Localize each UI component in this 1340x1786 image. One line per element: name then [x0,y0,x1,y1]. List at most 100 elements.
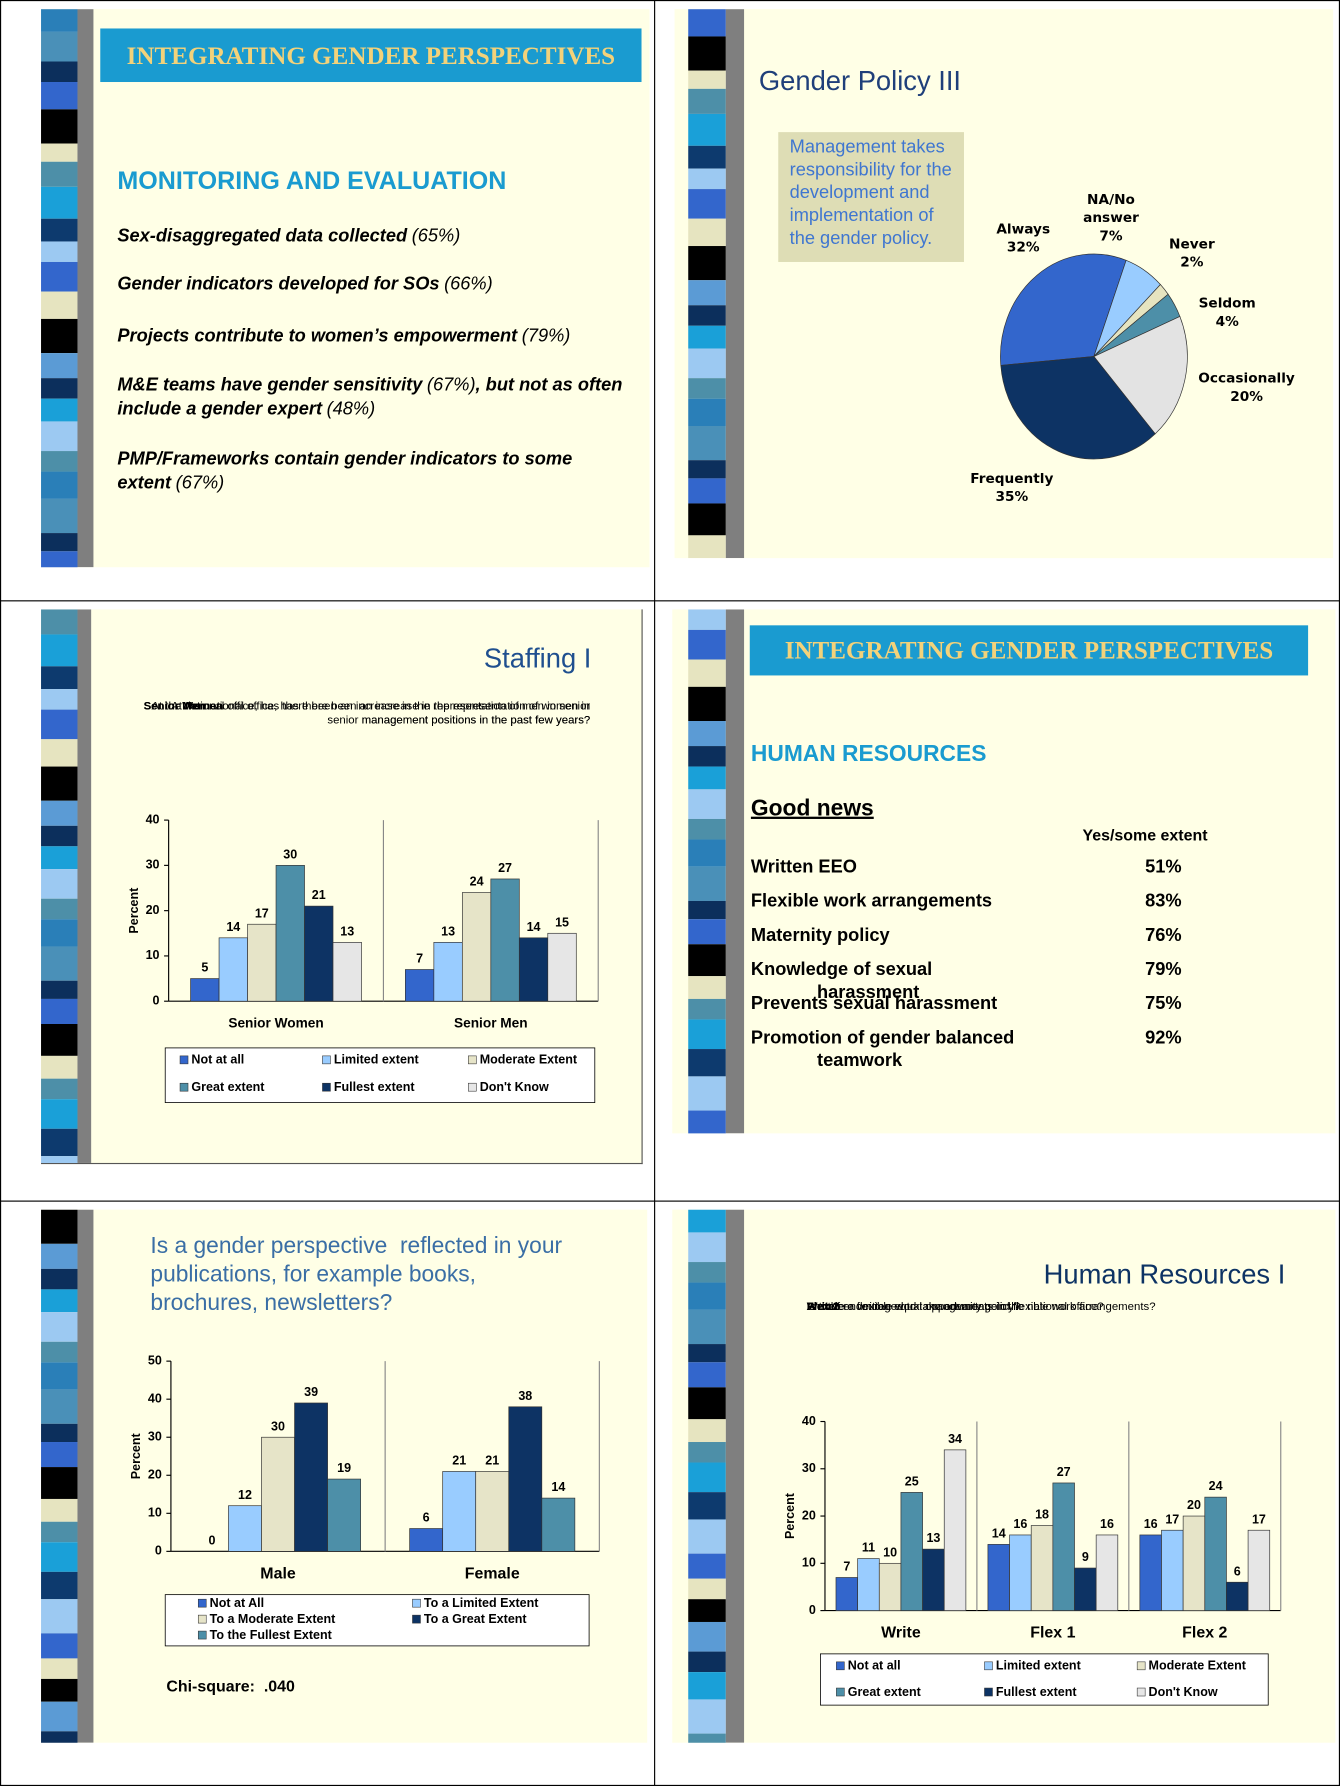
bar [1052,1482,1075,1611]
question-name: Flex 1 [806,1300,840,1314]
slide-title: Gender Policy III [758,66,962,97]
side-bar [77,609,92,1163]
stripe-segment [688,1232,726,1263]
stripe [41,609,78,1163]
stripe-segment [688,1599,726,1622]
pie-label: Never 2% [1158,235,1226,271]
legend-label: Fullest extent [334,1080,416,1094]
bar [475,1471,510,1552]
bar [1204,1496,1227,1611]
bar [1030,1525,1054,1611]
legend-label: Moderate Extent [480,1053,578,1067]
value-label: 17 [1252,1512,1266,1526]
legend-label: To a Moderate Extent [210,1612,336,1626]
stripe-segment [41,1312,78,1342]
stripe-segment [688,1387,726,1420]
bar [857,1558,880,1611]
pie-slice [1000,356,1156,460]
value-label: 30 [283,847,297,861]
stripe-segment [41,143,78,162]
stripe-segment [688,1019,726,1050]
stripe-segment [688,1309,726,1345]
stripe-segment [688,1492,726,1520]
value-label: 17 [1165,1512,1179,1526]
stripe-segment [41,1498,78,1522]
stripe-segment [688,88,726,114]
value-label: 15 [555,915,569,929]
stripe-segment [41,551,78,568]
stripe-segment [41,1678,78,1702]
value-label: 14 [551,1480,565,1494]
y-tick-label: 40 [802,1414,816,1428]
stripe-segment [688,1672,726,1700]
legend-box [164,1594,590,1647]
stripe-segment [688,145,726,169]
value-label: 21 [452,1454,466,1468]
bar [1182,1515,1206,1611]
value-label: 0 [208,1533,215,1547]
stripe-segment [688,189,726,219]
stripe-segment [41,421,78,452]
stripe-segment [688,1282,726,1310]
banner: INTEGRATING GENDER PERSPECTIVES [100,28,642,83]
stripe-segment [41,800,78,826]
stripe-segment [41,1156,78,1163]
stripe-segment [41,451,78,472]
value-label: 19 [337,1461,351,1475]
row-value: 51% [1145,857,1182,878]
stripe-segment [41,1658,78,1679]
stripe-segment [688,1110,726,1134]
slide: Is a gender perspective reflected in you… [41,1209,648,1743]
y-tick-label: 40 [146,812,160,826]
pie-slice [1000,253,1127,366]
item: Projects contribute to women’s empowerme… [117,325,635,349]
stripe-segment [41,1341,78,1363]
stripe-segment [688,1462,726,1493]
bar [1009,1534,1032,1611]
side-bar [725,1209,745,1743]
y-tick-label: 50 [148,1353,162,1367]
value-label: 27 [498,861,512,875]
stripe-segment [41,1055,78,1079]
row-label: Promotion of gender balanced teamwork [750,1028,1015,1071]
stripe-segment [41,1442,78,1468]
y-tick-label: 0 [153,994,160,1008]
bar [461,892,492,1002]
bar [1247,1529,1271,1611]
question-name: Senior Men [143,700,205,714]
value-label: 34 [948,1432,962,1446]
stripe-segment [688,686,726,722]
bar [987,1544,1010,1611]
side-bar [77,1209,94,1743]
stripe-segment [41,1731,78,1743]
bar [922,1548,945,1611]
question-name: Flex 2 [806,1300,840,1314]
stripe-segment [688,721,726,747]
stripe-segment [41,82,78,110]
legend-label: Don't Know [480,1080,549,1094]
legend-swatch [468,1055,477,1065]
side-bar [77,9,94,568]
y-tick-label: 20 [146,903,160,917]
stripe-segment [688,36,726,71]
pie-label-name: Occasionally [1198,370,1295,387]
value-label: 13 [441,924,455,938]
stripe-segment [41,471,78,499]
stripe-segment [41,1243,78,1269]
bar [190,978,220,1002]
stripe-segment [688,1519,726,1554]
note-box: Management takes responsibility for the … [778,132,964,262]
value-label: 39 [304,1385,318,1399]
question: Is a gender perspective reflected in you… [150,1233,569,1316]
row-label: Written EEO [750,857,857,878]
slide-title: Staffing I [483,643,592,675]
pie-label: Occasionally 20% [1190,369,1304,405]
y-axis-title: Percent [129,1432,143,1479]
value-label: 5 [201,961,208,975]
x-tick-label: Flex 1 [1030,1625,1075,1642]
stripe-segment [688,746,726,767]
legend-label: To a Limited Extent [424,1596,539,1610]
stripe-segment [41,1542,78,1572]
